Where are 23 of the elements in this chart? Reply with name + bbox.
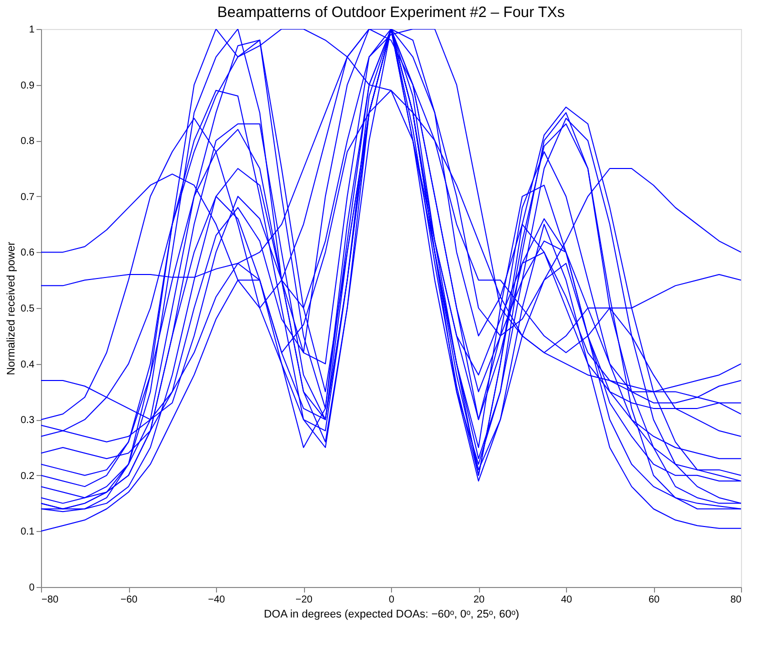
y-tick-label: 0.2 (20, 470, 35, 482)
x-axis-title: DOA in degrees (expected DOAs: −60ᵒ, 0ᵒ, 25ᵒ, 60ᵒ) (264, 608, 520, 620)
y-tick-label: 0.6 (20, 248, 35, 259)
x-tick-label: −40 (208, 594, 226, 606)
y-axis-title: Normalized received power (6, 242, 18, 376)
y-tick-label: 0.8 (20, 136, 35, 148)
x-tick-label: −20 (296, 594, 313, 606)
y-tick-label: 1 (28, 24, 35, 36)
x-tick-label: 80 (730, 594, 742, 606)
x-tick-label: 40 (560, 594, 572, 606)
chart-title: Beampatterns of Outdoor Experiment #2 – Four TXs (217, 4, 565, 21)
x-tick-label: 20 (473, 594, 485, 606)
x-tick-label: 0 (388, 594, 395, 606)
y-tick-label: 0.5 (20, 304, 35, 314)
y-tick-label: 0 (28, 582, 35, 594)
x-tick-label: −60 (120, 594, 138, 606)
y-tick-label: 0.7 (20, 192, 35, 203)
x-tick-label: −80 (42, 594, 59, 606)
y-tick-label: 0.1 (20, 526, 35, 538)
x-tick-label: 60 (648, 594, 660, 606)
y-tick-label: 0.9 (20, 80, 35, 92)
y-tick-label: 0.4 (20, 359, 35, 370)
y-tick-label: 0.3 (20, 415, 35, 426)
